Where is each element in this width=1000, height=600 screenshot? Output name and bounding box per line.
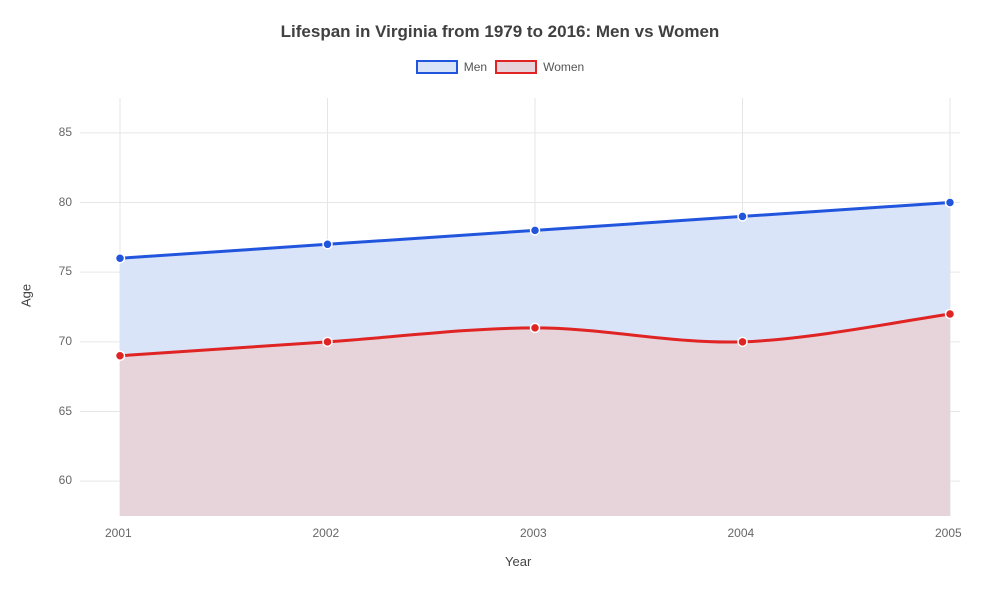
legend: Men Women xyxy=(0,60,1000,74)
chart-container: Lifespan in Virginia from 1979 to 2016: … xyxy=(0,0,1000,600)
y-axis-label: Age xyxy=(19,284,34,307)
y-tick-label: 80 xyxy=(59,195,72,209)
y-tick-label: 70 xyxy=(59,334,72,348)
x-tick-label: 2004 xyxy=(728,526,755,540)
chart-title: Lifespan in Virginia from 1979 to 2016: … xyxy=(0,0,1000,42)
legend-swatch-women xyxy=(495,60,537,74)
x-tick-label: 2001 xyxy=(105,526,132,540)
x-axis-label: Year xyxy=(505,554,531,569)
legend-label-men: Men xyxy=(464,60,487,74)
x-tick-label: 2005 xyxy=(935,526,962,540)
x-tick-label: 2002 xyxy=(313,526,340,540)
x-tick-label: 2003 xyxy=(520,526,547,540)
chart-svg xyxy=(80,98,960,516)
y-tick-label: 60 xyxy=(59,473,72,487)
y-tick-label: 75 xyxy=(59,264,72,278)
y-tick-label: 85 xyxy=(59,125,72,139)
legend-item-women[interactable]: Women xyxy=(495,60,584,74)
plot-area xyxy=(80,98,960,516)
legend-item-men[interactable]: Men xyxy=(416,60,487,74)
legend-label-women: Women xyxy=(543,60,584,74)
y-tick-label: 65 xyxy=(59,404,72,418)
legend-swatch-men xyxy=(416,60,458,74)
